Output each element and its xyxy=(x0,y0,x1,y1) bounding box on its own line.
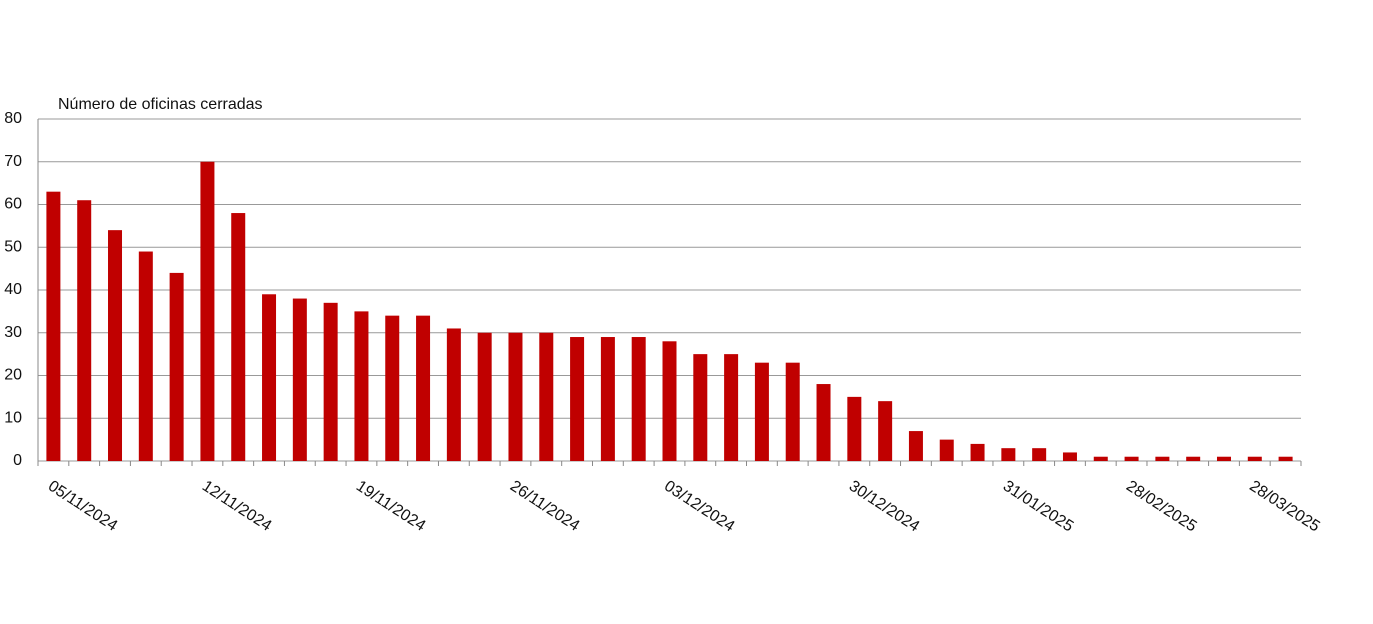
bar xyxy=(662,341,677,461)
bar xyxy=(1124,456,1139,461)
bar xyxy=(200,161,215,461)
x-tick-label: 26/11/2024 xyxy=(507,478,583,535)
x-tick-label: 28/02/2025 xyxy=(1123,478,1200,536)
bar xyxy=(169,272,184,461)
bar xyxy=(570,337,585,461)
y-tick-label: 80 xyxy=(4,110,22,127)
bar xyxy=(816,384,831,461)
y-tick-label: 70 xyxy=(4,153,22,170)
bar xyxy=(1186,456,1201,461)
x-tick-label: 28/03/2025 xyxy=(1246,478,1323,536)
bar xyxy=(847,396,862,461)
bar xyxy=(46,191,61,462)
bar xyxy=(1093,456,1108,461)
bar xyxy=(754,362,769,461)
bar xyxy=(1247,456,1262,461)
bar xyxy=(1155,456,1170,461)
y-tick-label: 60 xyxy=(4,196,22,213)
bar xyxy=(323,302,338,461)
bar xyxy=(1001,448,1016,461)
bar xyxy=(693,354,708,461)
bar xyxy=(908,431,923,461)
bar xyxy=(785,362,800,461)
bar xyxy=(231,213,246,461)
x-tick-label: 03/12/2024 xyxy=(661,478,738,536)
bar xyxy=(970,443,985,461)
bar xyxy=(878,401,893,461)
y-tick-label: 40 xyxy=(4,281,22,298)
bar xyxy=(385,315,400,461)
bar xyxy=(262,294,277,461)
x-tick-label: 31/01/2025 xyxy=(1000,478,1077,536)
bar xyxy=(1278,456,1293,461)
bar xyxy=(446,328,461,461)
bar xyxy=(292,298,307,461)
y-axis-label: Número de oficinas cerradas xyxy=(58,96,263,113)
y-tick-label: 50 xyxy=(4,238,22,255)
bar xyxy=(1032,448,1047,461)
y-tick-label: 20 xyxy=(4,367,22,384)
bar xyxy=(939,439,954,461)
bar xyxy=(77,200,92,461)
y-tick-label: 10 xyxy=(4,409,22,426)
bar xyxy=(600,337,615,461)
x-tick-label: 05/11/2024 xyxy=(45,478,121,535)
bar xyxy=(354,311,369,461)
bar xyxy=(508,332,523,461)
bar xyxy=(1062,452,1077,461)
bar xyxy=(539,332,554,461)
bar xyxy=(477,332,492,461)
bar xyxy=(138,251,153,461)
bar xyxy=(1216,456,1231,461)
x-tick-label: 19/11/2024 xyxy=(353,478,429,535)
y-tick-label: 30 xyxy=(4,324,22,341)
bar xyxy=(416,315,431,461)
x-tick-label: 30/12/2024 xyxy=(846,478,923,536)
bar xyxy=(631,337,646,461)
bar xyxy=(108,230,123,461)
bar xyxy=(724,354,739,461)
y-tick-label: 0 xyxy=(13,452,22,469)
x-tick-label: 12/11/2024 xyxy=(199,478,275,535)
